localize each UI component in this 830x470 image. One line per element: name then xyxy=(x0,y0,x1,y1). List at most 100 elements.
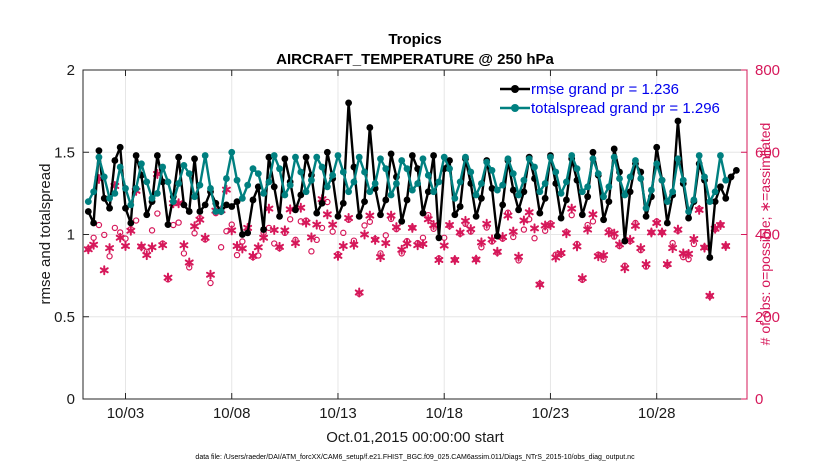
obs-assimilated-marker xyxy=(200,232,210,243)
obs-assimilated-marker xyxy=(381,238,391,249)
obs-possible-marker xyxy=(148,227,156,234)
series-point-totalspread xyxy=(440,153,448,161)
series-point-totalspread xyxy=(292,153,299,161)
obs-assimilated-marker xyxy=(609,228,619,239)
series-point-rmse xyxy=(626,188,634,196)
legend-marker-rmse xyxy=(511,85,519,93)
x-tick-label: 10/08 xyxy=(213,405,251,422)
obs-assimilated-marker xyxy=(514,251,524,262)
series-point-totalspread xyxy=(499,181,507,189)
series-point-rmse xyxy=(366,124,374,131)
series-point-totalspread xyxy=(642,204,650,212)
obs-assimilated-marker xyxy=(83,244,93,255)
series-point-rmse xyxy=(223,201,230,209)
series-point-totalspread xyxy=(605,183,613,191)
series-point-totalspread xyxy=(323,183,331,191)
series-point-totalspread xyxy=(175,180,183,187)
obs-assimilated-marker xyxy=(450,254,460,265)
series-point-totalspread xyxy=(84,198,92,206)
obs-assimilated-marker xyxy=(620,263,630,274)
series-point-totalspread xyxy=(451,194,459,202)
series-point-totalspread xyxy=(504,155,512,163)
series-point-rmse xyxy=(244,229,252,237)
series-point-totalspread xyxy=(472,191,480,199)
obs-possible-marker xyxy=(111,224,119,232)
series-point-totalspread xyxy=(578,188,586,196)
obs-assimilated-marker xyxy=(583,224,593,235)
y2-axis-label: # of obs: o=possible; ∗=assimilated xyxy=(757,123,773,346)
obs-assimilated-marker xyxy=(471,254,481,265)
obs-assimilated-marker xyxy=(184,257,194,268)
series-point-totalspread xyxy=(446,165,453,173)
obs-assimilated-marker xyxy=(434,254,444,265)
series-point-totalspread xyxy=(531,163,538,171)
obs-possible-marker xyxy=(271,240,278,247)
y-tick-label: 2 xyxy=(67,62,75,79)
obs-assimilated-marker xyxy=(89,239,99,250)
series-point-totalspread xyxy=(169,198,177,206)
series-point-totalspread xyxy=(95,153,103,161)
obs-assimilated-marker xyxy=(402,238,412,249)
series-point-totalspread xyxy=(568,152,576,159)
series-point-totalspread xyxy=(515,191,522,199)
legend: rmse grand pr = 1.236 totalspread grand … xyxy=(500,81,720,117)
series-point-rmse xyxy=(515,206,522,214)
series-point-totalspread xyxy=(254,170,262,178)
series-point-totalspread xyxy=(424,171,432,179)
series-point-rmse xyxy=(270,183,278,191)
series-point-totalspread xyxy=(265,178,273,186)
series-point-totalspread xyxy=(467,168,475,176)
series-point-totalspread xyxy=(212,208,220,215)
obs-assimilated-marker xyxy=(694,204,704,215)
series-point-rmse xyxy=(233,198,241,206)
series-point-totalspread xyxy=(100,173,108,181)
series-point-rmse xyxy=(281,155,289,163)
series-point-totalspread xyxy=(722,176,730,184)
series-point-totalspread xyxy=(127,201,135,209)
obs-assimilated-marker xyxy=(115,232,125,243)
series-point-totalspread xyxy=(355,153,363,161)
obs-assimilated-marker xyxy=(147,242,157,253)
series-point-totalspread xyxy=(647,186,655,194)
series-point-totalspread xyxy=(153,189,161,197)
obs-assimilated-marker xyxy=(567,203,577,214)
footnote: data file: /Users/raeder/DAI/ATM_forcXX/… xyxy=(195,454,635,461)
series-point-rmse xyxy=(398,217,406,225)
series-point-rmse xyxy=(175,153,183,161)
obs-assimilated-marker xyxy=(179,240,189,251)
series-point-rmse xyxy=(238,231,246,238)
series-point-totalspread xyxy=(669,188,677,196)
obs-assimilated-marker xyxy=(349,239,359,250)
obs-assimilated-marker xyxy=(508,226,518,237)
obs-assimilated-marker xyxy=(248,250,258,261)
series-point-totalspread xyxy=(249,165,257,173)
obs-assimilated-marker xyxy=(545,220,555,231)
obs-assimilated-marker xyxy=(328,219,338,230)
series-point-rmse xyxy=(435,234,443,242)
series-point-totalspread xyxy=(297,168,305,176)
obs-assimilated-marker xyxy=(530,223,539,234)
series-point-rmse xyxy=(520,188,528,196)
series-point-rmse xyxy=(345,99,352,107)
series-point-rmse xyxy=(334,213,342,220)
series-point-rmse xyxy=(111,157,119,164)
series-point-rmse xyxy=(605,198,613,206)
series-lines xyxy=(84,99,740,261)
obs-possible-marker xyxy=(531,235,538,242)
x-tick-label: 10/23 xyxy=(532,405,570,422)
obs-assimilated-marker xyxy=(301,217,311,228)
series-point-totalspread xyxy=(706,198,714,206)
series-point-rmse xyxy=(100,194,108,202)
series-point-rmse xyxy=(663,219,671,227)
series-point-rmse xyxy=(313,209,321,217)
series-point-totalspread xyxy=(557,189,565,197)
obs-assimilated-marker xyxy=(657,227,667,238)
obs-assimilated-marker xyxy=(391,222,401,233)
series-point-totalspread xyxy=(334,152,342,159)
series-point-totalspread xyxy=(106,194,113,202)
series-point-totalspread xyxy=(393,180,400,187)
obs-assimilated-marker xyxy=(599,250,609,261)
series-point-rmse xyxy=(201,201,209,209)
obs-assimilated-marker xyxy=(333,250,343,261)
series-point-totalspread xyxy=(366,188,374,196)
